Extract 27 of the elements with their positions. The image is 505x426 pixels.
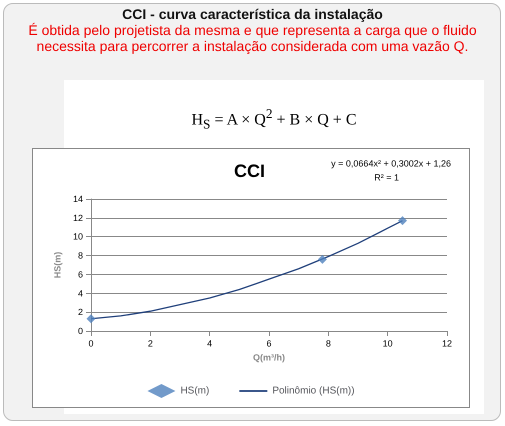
chart-subtitle: É obtida pelo projetista da mesma e que representa a carga que o fluido necessita para percorrer a instalação considerada com uma vazão Q. — [27, 22, 478, 54]
y-tick-label: 2 — [78, 307, 83, 318]
text: y = 0,0664x² + 0,3002x + 1,26 — [331, 158, 452, 168]
x-tick-label: 4 — [207, 338, 212, 348]
legend-label: Polinômio (HS(m)) — [272, 386, 355, 396]
chart-title: CCI - curva característica da instalação — [121, 6, 384, 22]
point — [318, 254, 327, 264]
y-axis-title: HS(m) — [52, 252, 63, 278]
x-tick-label: 10 — [382, 338, 393, 348]
text: CCI — [234, 161, 265, 181]
y-tick-label: 0 — [78, 326, 83, 336]
legend-label: HS(m) — [180, 386, 210, 396]
y-tick-label: 6 — [78, 269, 83, 280]
y-tick-label: 10 — [72, 232, 83, 242]
text: R² = 1 — [374, 172, 400, 182]
x-tick-label: 12 — [442, 338, 452, 348]
x-tick-label: 2 — [148, 338, 153, 348]
y-tick-label: 8 — [78, 250, 83, 261]
point — [398, 216, 407, 226]
y-tick-label: 14 — [72, 194, 83, 204]
text: H$_{S}$ = A × Q$^{2}$ + B × Q + C — [190, 106, 358, 133]
x-axis-title: Q(m³/h) — [253, 352, 285, 362]
x-tick-label: 8 — [326, 338, 331, 348]
y-tick-label: 4 — [78, 288, 83, 298]
x-tick-label: 6 — [266, 338, 272, 348]
y-tick-label: 12 — [72, 212, 83, 223]
x-tick-label: 0 — [88, 338, 94, 348]
